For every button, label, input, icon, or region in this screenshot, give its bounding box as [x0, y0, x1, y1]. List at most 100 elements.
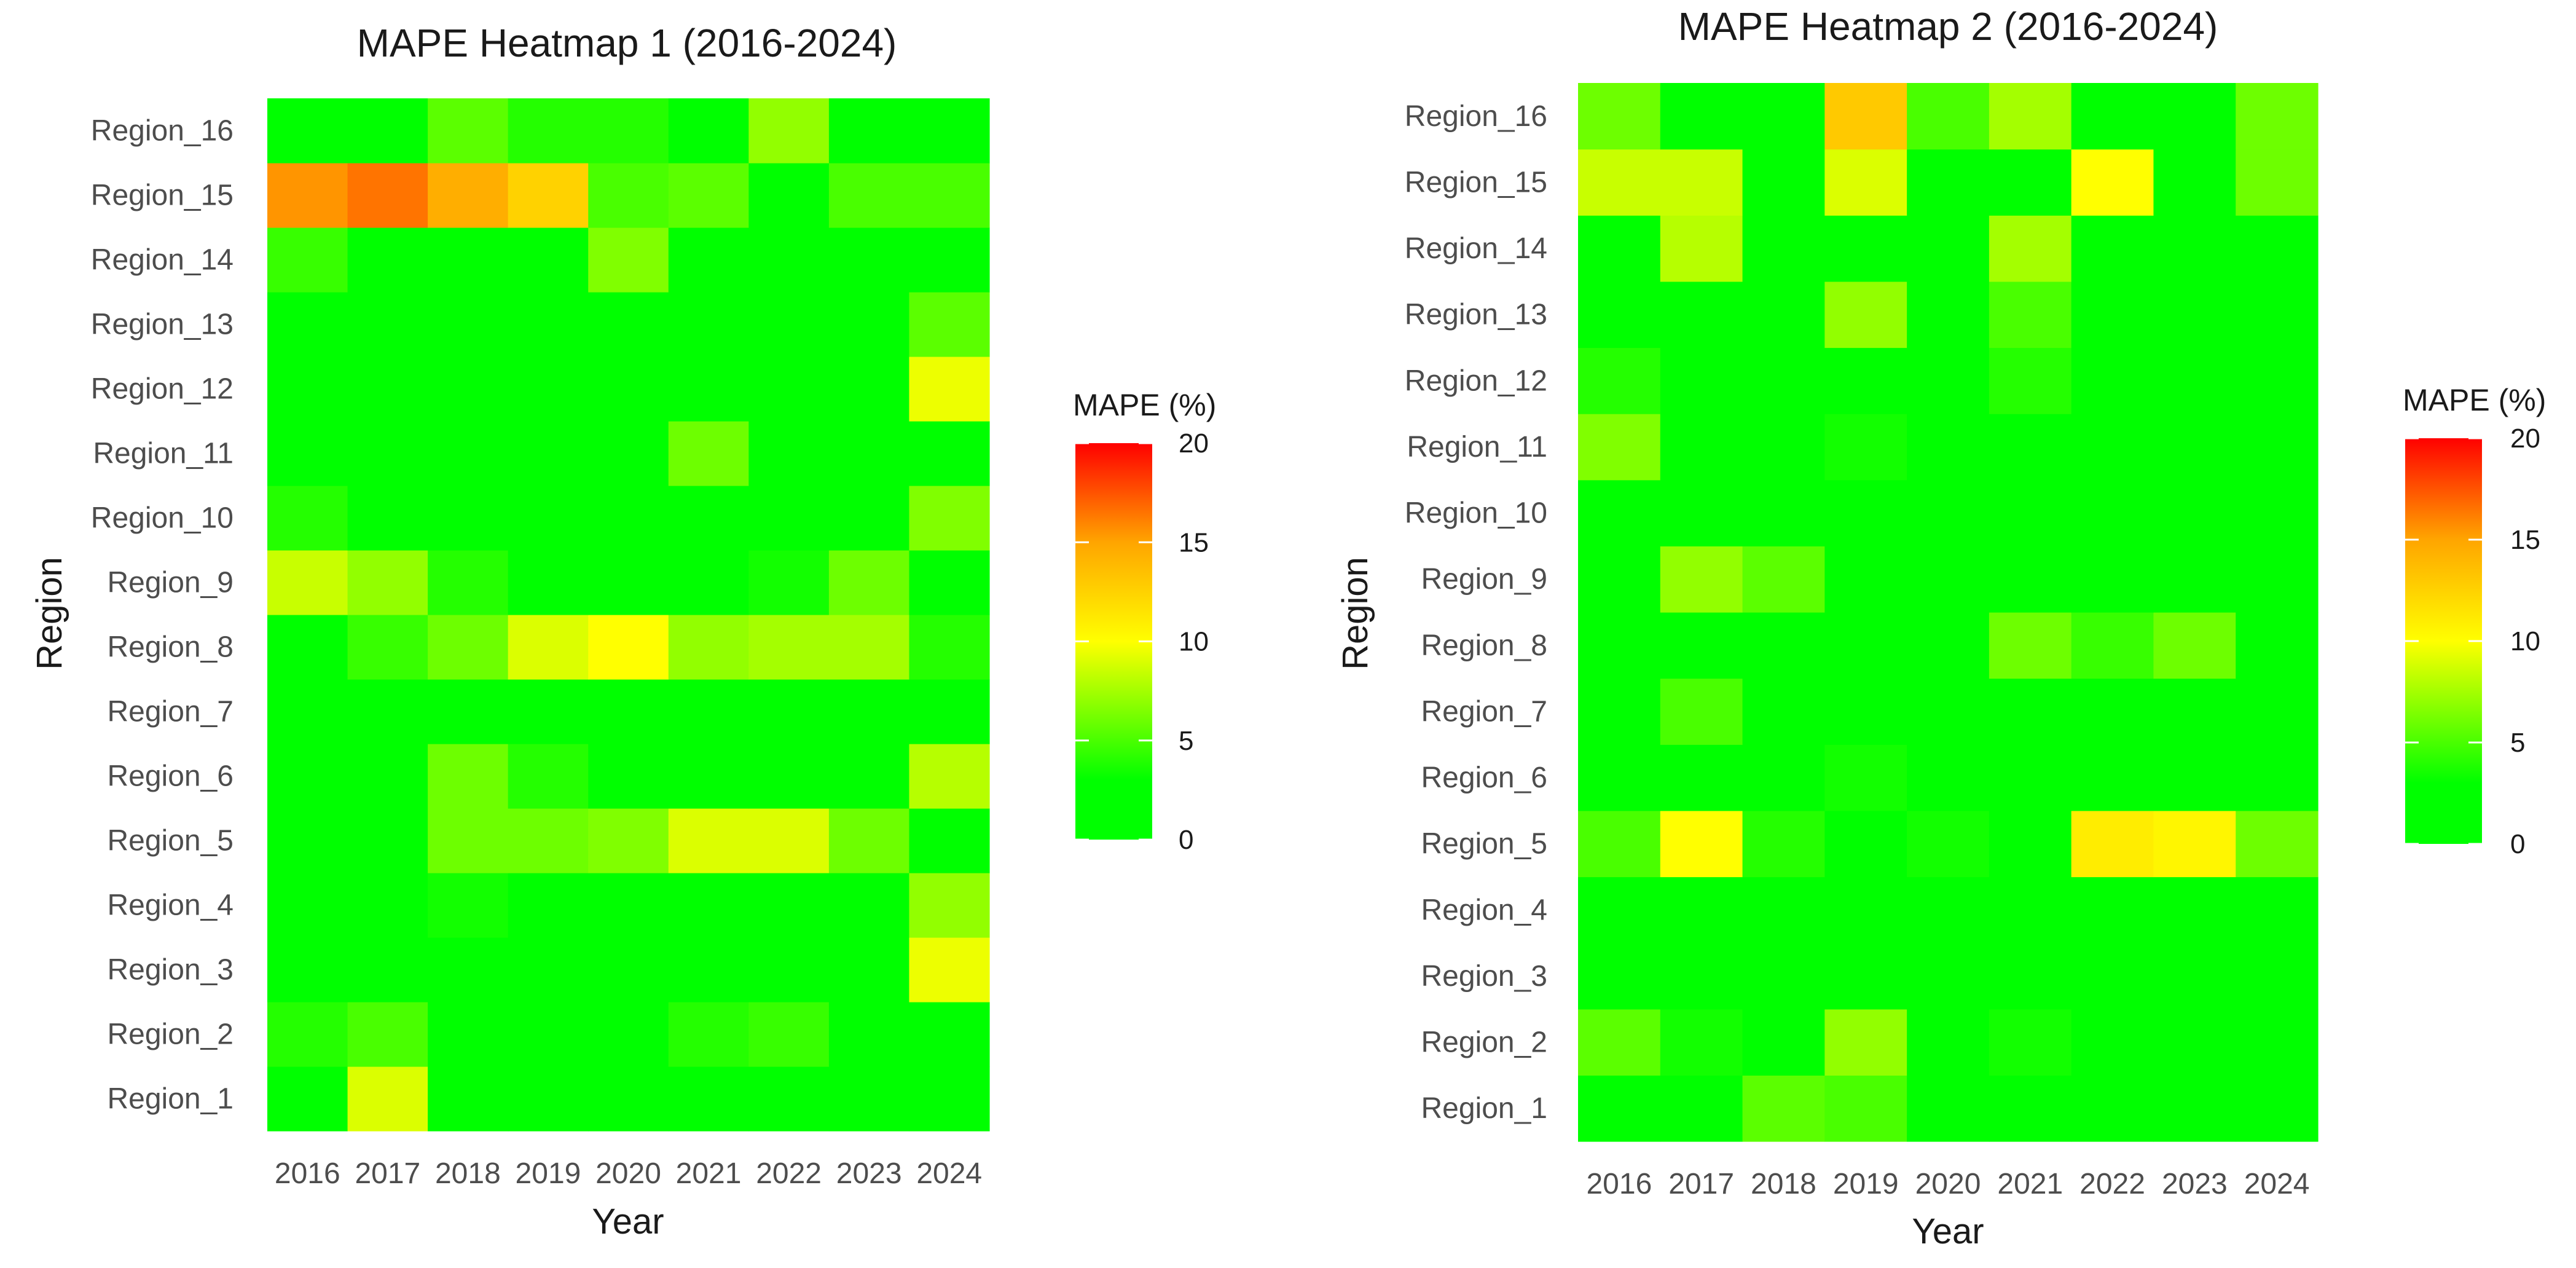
heatmap-cell: [2236, 678, 2319, 745]
heatmap-cell: [1660, 347, 1743, 414]
heatmap-cell: [1578, 876, 1661, 943]
heatmap-cell: [347, 937, 428, 1002]
heatmap-cell: [1660, 678, 1743, 745]
heatmap-cell: [1907, 149, 1990, 216]
colorbar-tick-label: 20: [1179, 428, 1209, 459]
x-tick-labels: 2016 2017 2018 2019 2020 2021 2022 2023 2024: [1586, 1168, 2309, 1200]
y-tick-label: Region_15: [91, 179, 234, 212]
colorbar-tick-label: 10: [2510, 626, 2540, 656]
colorbar-tick-label: 10: [1179, 627, 1209, 657]
heatmap-cell: [909, 937, 990, 1002]
heatmap-cell: [1660, 1075, 1743, 1142]
heatmap-cell: [2071, 678, 2154, 745]
heatmap-cell: [668, 615, 749, 680]
x-tick-label: 2023: [836, 1157, 902, 1190]
heatmap-cell: [909, 615, 990, 680]
heatmap-cell: [2236, 810, 2319, 878]
heatmap-cell: [1989, 612, 2072, 679]
heatmap-cell: [2071, 744, 2154, 811]
heatmap-cell: [2153, 215, 2236, 282]
heatmap-cell: [909, 98, 990, 163]
heatmap-cell: [588, 163, 669, 228]
heatmap-cell: [1989, 1075, 2072, 1142]
heatmap-cell: [2236, 281, 2319, 349]
heatmap-cell: [347, 550, 428, 615]
heatmap-cell: [1989, 744, 2072, 811]
heatmap-cell: [1660, 943, 1743, 1010]
y-tick-label: Region_12: [91, 373, 234, 406]
heatmap-cell: [267, 356, 348, 422]
heatmap-cell: [2153, 414, 2236, 481]
heatmap-cell: [428, 421, 509, 486]
heatmap-cell: [347, 421, 428, 486]
heatmap-cell: [508, 227, 589, 293]
y-tick-label: Region_7: [1421, 695, 1548, 728]
heatmap-cell: [2071, 943, 2154, 1010]
heatmap-cell: [588, 1002, 669, 1067]
y-tick-label: Region_9: [1421, 563, 1548, 596]
heatmap-cell: [1989, 810, 2072, 878]
heatmap-cell: [909, 292, 990, 357]
heatmap-cell: [748, 550, 830, 615]
heatmap-cell: [668, 227, 749, 293]
heatmap-cell: [508, 550, 589, 615]
heatmap-cell: [668, 937, 749, 1002]
heatmap-cell: [267, 808, 348, 873]
colorbar-ticks: 0 5 10 15 20: [2405, 423, 2540, 859]
heatmap-cell: [2153, 678, 2236, 745]
heatmap-cell: [1742, 943, 1825, 1010]
heatmap-cell: [1578, 546, 1661, 613]
chart-title: MAPE Heatmap 2 (2016-2024): [1678, 4, 2218, 49]
heatmap-cell: [1742, 281, 1825, 349]
heatmap-cell: [1742, 1075, 1825, 1142]
chart-title: MAPE Heatmap 1 (2016-2024): [357, 21, 897, 65]
x-tick-label: 2017: [1668, 1168, 1734, 1200]
heatmap-cell: [347, 1002, 428, 1067]
heatmap-cell: [1989, 281, 2072, 349]
y-tick-label: Region_2: [1421, 1026, 1548, 1059]
heatmap-cell: [347, 808, 428, 873]
heatmap-cell: [428, 615, 509, 680]
heatmap-cell: [2153, 612, 2236, 679]
y-tick-label: Region_3: [108, 954, 234, 986]
heatmap-cell: [2153, 1075, 2236, 1142]
x-tick-label: 2016: [275, 1157, 340, 1190]
heatmap-cell: [508, 679, 589, 744]
heatmap-cells: [1578, 83, 2319, 1142]
colorbar-title: MAPE (%): [1073, 388, 1216, 422]
heatmap-cell: [828, 1002, 910, 1067]
x-tick-label: 2023: [2162, 1168, 2228, 1200]
y-tick-labels: Region_1 Region_2 Region_3 Region_4 Region_5…: [1405, 100, 1547, 1125]
heatmap-cell: [1907, 347, 1990, 414]
heatmap-cell: [1907, 1009, 1990, 1076]
heatmap-cell: [668, 679, 749, 744]
heatmap-cell: [2071, 1075, 2154, 1142]
x-tick-label: 2017: [355, 1157, 420, 1190]
heatmap-cell: [428, 356, 509, 422]
heatmap-cell: [588, 486, 669, 551]
x-tick-label: 2024: [916, 1157, 982, 1190]
heatmap-cell: [748, 356, 830, 422]
heatmap-cell: [1989, 943, 2072, 1010]
heatmap-cell: [909, 1066, 990, 1132]
heatmap-cell: [508, 1002, 589, 1067]
heatmap-cell: [1660, 281, 1743, 349]
x-tick-label: 2022: [756, 1157, 822, 1190]
heatmap-cell: [2236, 215, 2319, 282]
heatmap-cell: [1989, 83, 2072, 150]
y-tick-label: Region_10: [91, 502, 234, 535]
heatmap-cell: [1742, 678, 1825, 745]
heatmap-cell: [748, 163, 830, 228]
heatmap-cell: [2071, 876, 2154, 943]
heatmap-cell: [267, 679, 348, 744]
heatmap-cell: [828, 808, 910, 873]
heatmap-cell: [2071, 810, 2154, 878]
heatmap-cell: [668, 1066, 749, 1132]
heatmap-cell: [588, 1066, 669, 1132]
heatmap-cell: [428, 873, 509, 938]
heatmap-cell: [1989, 215, 2072, 282]
heatmap-cell: [267, 163, 348, 228]
heatmap-cell: [828, 486, 910, 551]
